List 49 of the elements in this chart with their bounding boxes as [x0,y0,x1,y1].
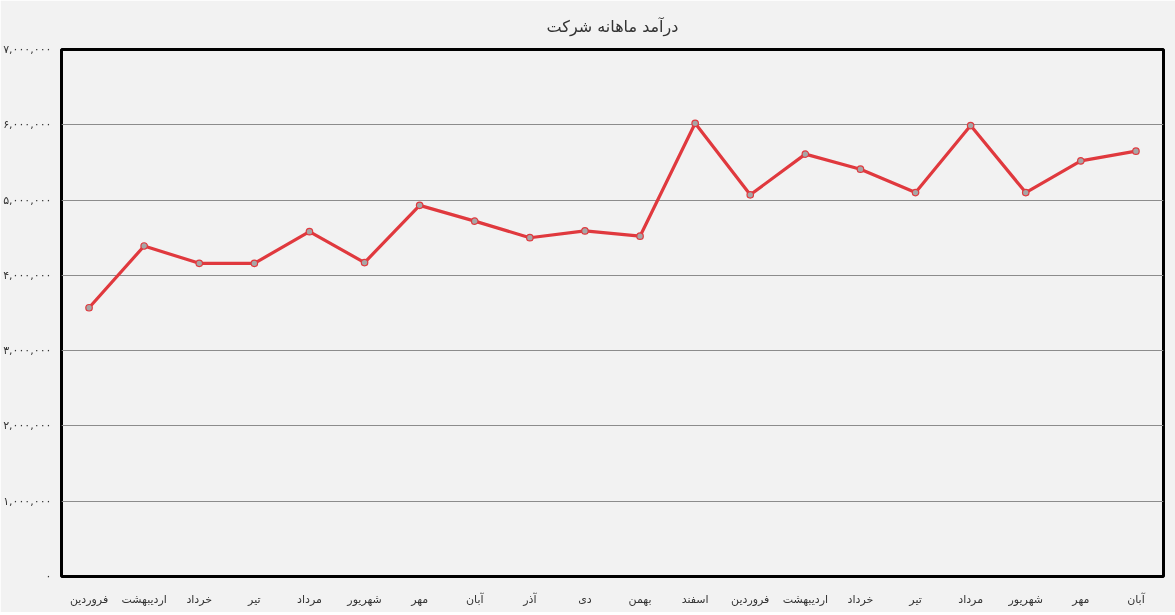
y-tick-label: ۴,۰۰۰,۰۰۰ [3,268,52,282]
x-tick-label: شهریور [346,592,382,606]
x-tick-label: مرداد [958,592,984,606]
point [415,201,424,210]
x-tick-label: تیر [247,592,261,606]
point [636,232,644,241]
point [470,217,479,225]
x-tick-label: مهر [1071,592,1090,606]
point [801,150,810,158]
point [746,190,755,199]
point [1077,157,1085,165]
x-tick-label: آذر [522,591,538,606]
x-tick-label: خرداد [847,592,874,606]
x-tick-label: بهمن [628,592,652,606]
x-tick-label: مرداد [297,592,322,606]
point [360,258,369,267]
point [85,303,93,312]
y-tick-label: ۳,۰۰۰,۰۰۰ [3,344,52,358]
x-tick-label: اسفند [681,592,709,606]
x-tick-label: اردیبهشت [121,592,167,606]
x-tick-label: آبان [465,591,485,606]
x-tick-label: فروردین [731,592,770,606]
x-tick-label: اردیبهشت [782,592,829,606]
x-tick-label: مهر [410,592,429,606]
chart-title: درآمد ماهانه شرکت [546,16,679,37]
point [305,227,314,236]
point [526,233,534,242]
point [911,188,920,197]
y-tick-label: ۲,۰۰۰,۰۰۰ [3,419,52,433]
x-tick-label: شهریور [1007,592,1043,606]
point [195,259,204,268]
point [691,119,699,128]
y-tick-label: ۷,۰۰۰,۰۰۰ [3,43,52,56]
point [966,121,975,130]
point [581,227,589,235]
x-tick-label: تیر [908,592,922,606]
x-tick-label: فروردین [69,592,109,606]
point [856,165,865,174]
point [140,242,148,250]
x-tick-label: آبان [1127,591,1146,606]
y-tick-label: ۰ [45,570,52,583]
point [1132,147,1140,155]
y-tick-label: ۶,۰۰۰,۰۰۰ [3,118,52,132]
y-tick-label: ۵,۰۰۰,۰۰۰ [3,193,52,207]
y-tick-label: ۱,۰۰۰,۰۰۰ [3,494,52,508]
x-tick-label: دی [578,592,592,606]
point [1021,188,1030,197]
point [250,259,259,268]
x-tick-label: خرداد [186,592,213,606]
